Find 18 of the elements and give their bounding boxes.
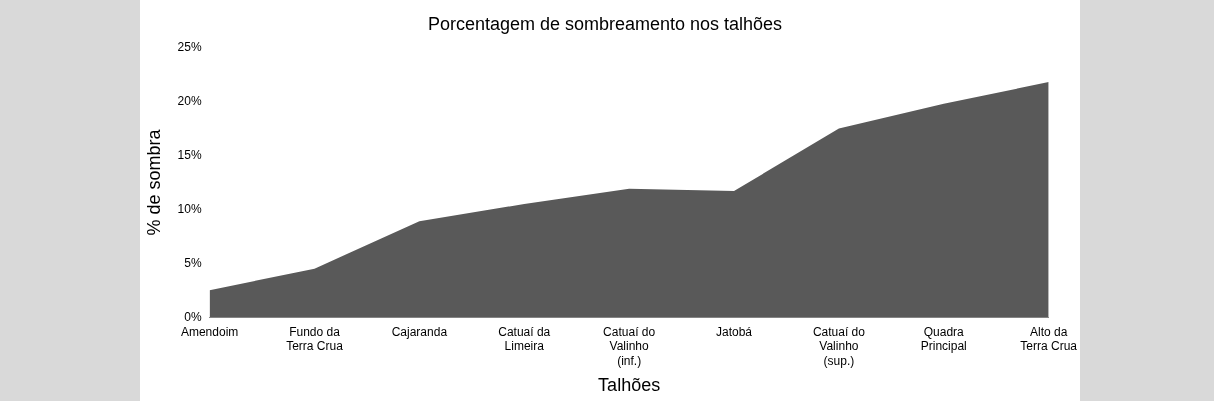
x-tick-label: Fundo da Terra Crua [286, 324, 344, 354]
x-tick-label: Catuaí da Limeira [498, 324, 551, 354]
y-axis-title: % de sombra [143, 128, 164, 236]
x-tick-label: Quadra Principal [920, 324, 967, 354]
x-tick-label: Alto da Terra Crua [1020, 324, 1078, 354]
y-tick-label: 0% [184, 309, 202, 324]
x-tick-label: Catuaí do Valinho (inf.) [603, 324, 656, 368]
y-tick-label: 25% [177, 39, 202, 54]
x-tick-label: Cajaranda [391, 324, 448, 339]
y-tick-label: 10% [177, 201, 202, 216]
y-tick-label: 5% [184, 255, 202, 270]
y-tick-label: 20% [177, 93, 202, 108]
x-axis-title: Talhões [598, 375, 661, 396]
y-tick-label: 15% [177, 147, 202, 162]
x-tick-label: Jatobá [716, 324, 753, 339]
x-tick-label: Catuaí do Valinho (sup.) [812, 324, 866, 368]
x-tick-label: Amendoim [180, 324, 239, 339]
chart-title: Porcentagem de sombreamento nos talhões [427, 13, 783, 34]
